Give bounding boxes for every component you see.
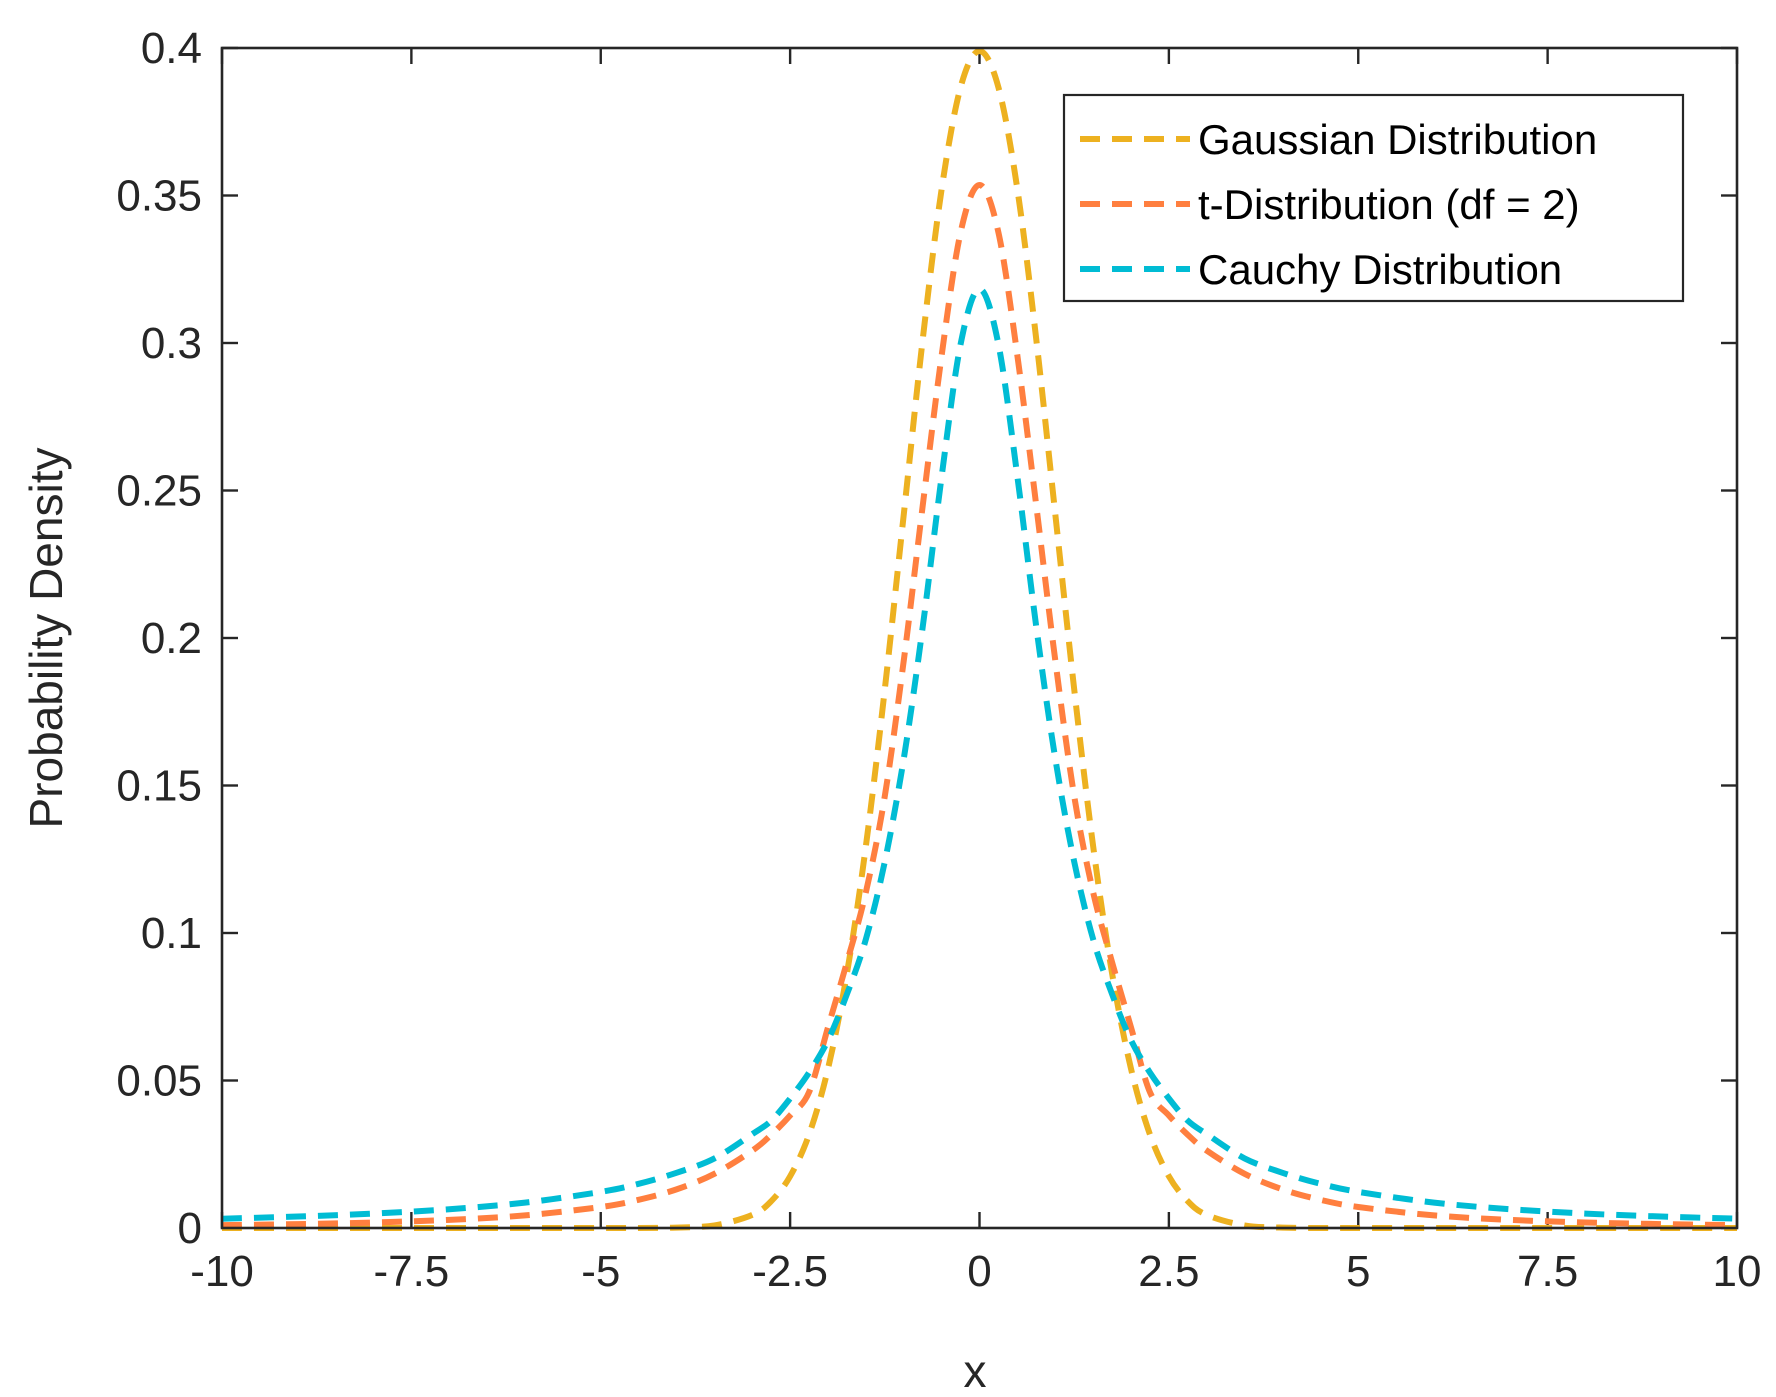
y-tick-label: 0.25: [116, 467, 202, 516]
x-tick-label: 2.5: [1138, 1247, 1199, 1296]
legend-label-t-distribution: t-Distribution (df = 2): [1198, 181, 1580, 228]
x-axis-label: x: [964, 1345, 987, 1397]
y-tick-label: 0.05: [116, 1057, 202, 1106]
series-layer: [221, 48, 1738, 1232]
x-tick-label: -5: [581, 1247, 620, 1296]
legend-box: [1062, 93, 1685, 303]
legend-label-cauchy: Cauchy Distribution: [1198, 246, 1562, 293]
x-tick-label: -7.5: [373, 1247, 449, 1296]
series-line-gaussian: [221, 48, 1737, 1232]
y-axis-label: Probability Density: [20, 448, 72, 829]
x-axis-tick-labels: -10 -7.5 -5 -2.5 0 2.5 5 7.5 10: [190, 1247, 1761, 1296]
legend: Gaussian Distribution t-Distribution (df…: [1062, 93, 1685, 303]
y-tick-label: 0.1: [141, 909, 202, 958]
y-tick-label: 0.4: [141, 24, 202, 73]
x-tick-label: 7.5: [1517, 1247, 1578, 1296]
x-tick-label: -10: [190, 1247, 254, 1296]
x-tick-label: 5: [1346, 1247, 1370, 1296]
y-tick-label: 0.3: [141, 319, 202, 368]
y-tick-label: 0: [178, 1204, 202, 1253]
y-tick-label: 0.2: [141, 614, 202, 663]
series-line-cauchy: [221, 286, 1738, 1222]
y-tick-label: 0.35: [116, 172, 202, 221]
legend-label-gaussian: Gaussian Distribution: [1198, 116, 1597, 163]
x-tick-label: 0: [967, 1247, 991, 1296]
series-line-t-distribution: [221, 182, 1738, 1229]
y-axis-tick-labels: 0 0.05 0.1 0.15 0.2 0.25 0.3 0.35 0.4: [116, 24, 202, 1253]
x-tick-label: -2.5: [752, 1247, 828, 1296]
plot-area-frame: [220, 46, 1739, 1230]
x-tick-label: 10: [1713, 1247, 1762, 1296]
y-tick-label: 0.15: [116, 762, 202, 811]
